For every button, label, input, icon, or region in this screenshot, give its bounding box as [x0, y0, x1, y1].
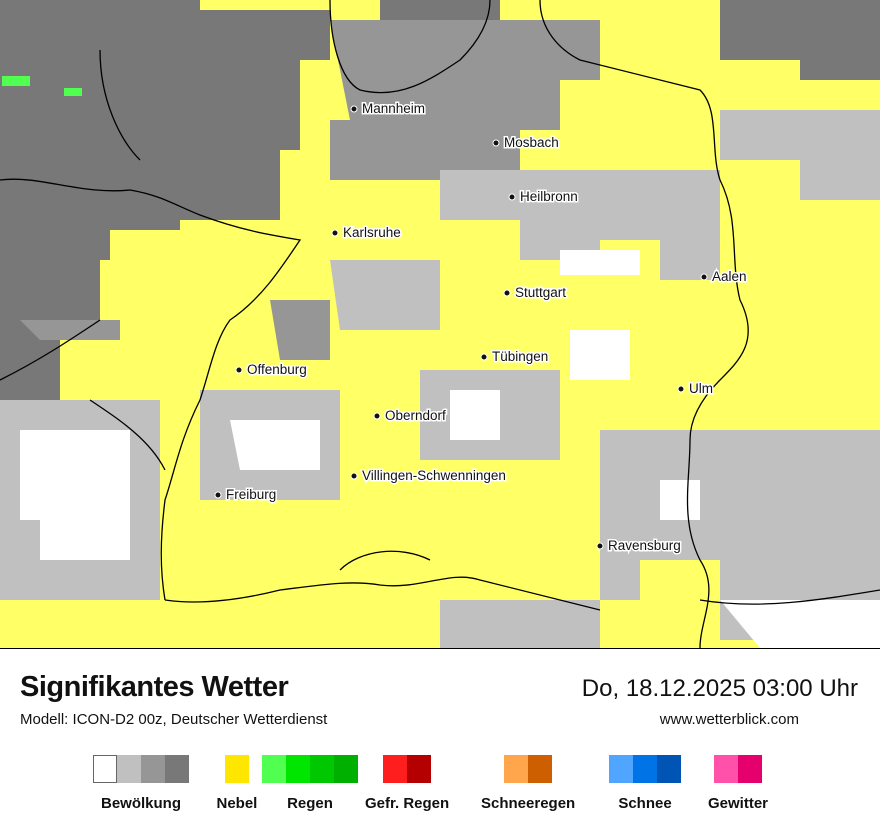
legend-swatches [262, 755, 358, 783]
city-label: Ulm [689, 381, 713, 396]
city-dot [508, 193, 516, 201]
city-dot [350, 105, 358, 113]
city-marker: Karlsruhe [331, 224, 402, 242]
legend-swatch [504, 755, 529, 783]
city-label: Aalen [712, 269, 747, 284]
city-marker: Oberndorf [373, 407, 448, 425]
legend-item: Schnee [609, 755, 681, 812]
city-label: Mosbach [504, 135, 559, 150]
legend-swatch [633, 755, 657, 783]
model-info: Modell: ICON-D2 00z, Deutscher Wetterdie… [20, 711, 328, 728]
legend-item: Schneeregen [481, 755, 575, 812]
legend-item: Regen [262, 755, 358, 812]
website-url: www.wetterblick.com [659, 711, 799, 728]
city-label: Heilbronn [520, 189, 578, 204]
city-dot [492, 139, 500, 147]
cloud-mid-area [20, 20, 600, 360]
city-label: Freiburg [226, 487, 276, 502]
legend-label: Regen [287, 795, 333, 812]
city-marker: Ravensburg [596, 537, 682, 555]
city-dot [331, 229, 339, 237]
legend-item: Nebel [216, 755, 258, 812]
legend-swatch [224, 755, 249, 783]
legend-swatches [93, 755, 189, 783]
forecast-datetime: Do, 18.12.2025 03:00 Uhr [581, 675, 858, 702]
legend-label: Schneeregen [481, 795, 576, 812]
legend-label: Schnee [618, 795, 672, 812]
city-label: Ravensburg [608, 538, 681, 553]
legend-swatch [334, 755, 358, 783]
weather-map: Mannheim Mosbach Heilbronn Karlsruhe Aalen St… [0, 0, 880, 648]
legend-swatch [93, 755, 117, 783]
legend-swatch [714, 755, 738, 783]
city-dot [596, 542, 604, 550]
city-marker: Freiburg [214, 486, 278, 504]
city-dot [677, 385, 685, 393]
legend-swatch [286, 755, 310, 783]
footer: Signifikantes Wetter Modell: ICON-D2 00z… [0, 648, 880, 831]
city-marker: Heilbronn [508, 188, 579, 206]
legend-swatch [738, 755, 762, 783]
legend-swatches [609, 755, 681, 783]
city-marker: Villingen-Schwenningen [350, 467, 507, 485]
legend-swatch [165, 755, 189, 783]
city-label: Mannheim [362, 101, 425, 116]
city-label: Offenburg [247, 362, 307, 377]
rain-patch [2, 76, 30, 86]
legend-swatch [117, 755, 141, 783]
city-label: Villingen-Schwenningen [362, 468, 506, 483]
city-marker: Mosbach [492, 134, 560, 152]
city-label: Stuttgart [515, 285, 566, 300]
legend-swatch [657, 755, 681, 783]
legend-swatches [714, 755, 762, 783]
city-dot [503, 289, 511, 297]
legend-swatch [262, 755, 286, 783]
city-dot [700, 273, 708, 281]
city-label: Karlsruhe [343, 225, 401, 240]
city-marker: Ulm [677, 380, 715, 398]
rain-patch [64, 88, 82, 96]
legend-item: Gewitter [708, 755, 768, 812]
city-label: Tübingen [492, 349, 548, 364]
legend-item: Bewölkung [93, 755, 189, 812]
city-dot [214, 491, 222, 499]
city-marker: Mannheim [350, 100, 427, 118]
city-marker: Stuttgart [503, 284, 568, 302]
legend-swatch [528, 755, 553, 783]
legend-swatch [383, 755, 408, 783]
legend-swatch [609, 755, 633, 783]
legend-item: Gefr. Regen [365, 755, 449, 812]
legend-swatches [504, 755, 553, 783]
legend-label: Gewitter [708, 795, 769, 812]
legend-swatch [141, 755, 165, 783]
city-marker: Offenburg [235, 361, 308, 379]
legend-label: Gefr. Regen [365, 795, 450, 812]
city-marker: Aalen [700, 268, 748, 286]
borders [0, 0, 880, 648]
city-marker: Tübingen [480, 348, 550, 366]
legend-swatches [383, 755, 432, 783]
map-title: Signifikantes Wetter [20, 671, 289, 703]
clear-sky-area [20, 250, 880, 648]
legend-label: Nebel [216, 795, 258, 812]
city-dot [373, 412, 381, 420]
legend-swatch [310, 755, 334, 783]
legend-swatches [224, 755, 249, 783]
legend-label: Bewölkung [100, 795, 181, 812]
city-dot [235, 366, 243, 374]
city-label: Oberndorf [385, 408, 446, 423]
legend-swatch [407, 755, 432, 783]
city-dot [480, 353, 488, 361]
city-dot [350, 472, 358, 480]
